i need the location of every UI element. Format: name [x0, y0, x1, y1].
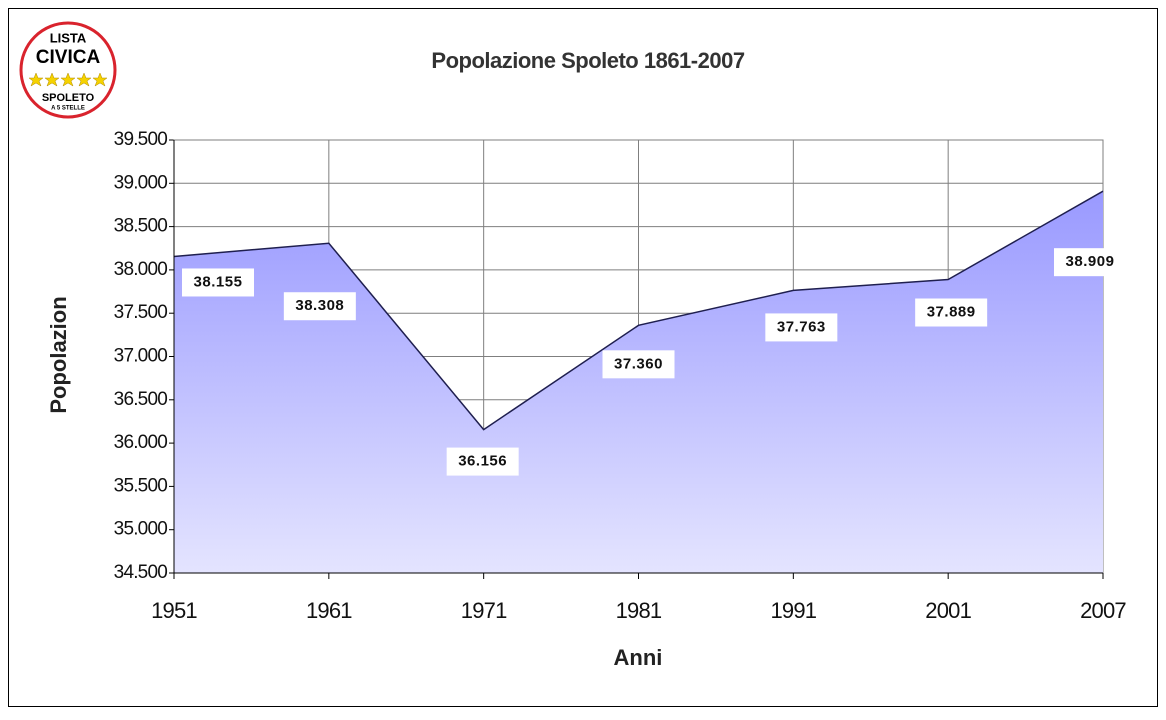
- data-label-box: [446, 447, 519, 476]
- logo-text: A 5 STELLE: [51, 106, 85, 112]
- logo: LISTA CIVICA SPOLETO A 5 STELLE: [19, 21, 117, 119]
- y-tick-label: 34.500: [114, 562, 168, 583]
- x-tick-label: 2001: [925, 598, 971, 623]
- data-label: 37.889: [927, 303, 976, 320]
- logo-text: CIVICA: [36, 47, 101, 68]
- y-tick-label: 39.500: [114, 129, 168, 150]
- x-axis-title: Anni: [614, 645, 663, 670]
- y-tick-label: 37.500: [114, 302, 168, 323]
- x-tick-label: 1951: [151, 598, 197, 623]
- y-tick-label: 36.000: [114, 432, 168, 453]
- data-label-box: [182, 268, 254, 297]
- data-label-box: [765, 313, 838, 342]
- logo-text: LISTA: [50, 30, 87, 45]
- logo-text: SPOLETO: [42, 92, 95, 104]
- data-label-box: [1054, 248, 1126, 277]
- data-label-box: [602, 350, 675, 379]
- y-tick-label: 35.500: [114, 475, 168, 496]
- y-tick-label: 38.000: [114, 259, 168, 280]
- data-label: 38.308: [295, 297, 344, 314]
- y-tick-label: 37.000: [114, 346, 168, 367]
- data-label: 37.763: [777, 318, 826, 335]
- data-label: 37.360: [614, 355, 663, 372]
- logo-stars: [28, 72, 108, 87]
- data-label: 38.155: [194, 273, 243, 290]
- data-label-box: [283, 292, 356, 321]
- x-tick-label: 1981: [616, 598, 662, 623]
- y-tick-label: 35.000: [114, 519, 168, 540]
- y-tick-label: 38.500: [114, 216, 168, 237]
- data-label: 36.156: [458, 453, 507, 470]
- x-tick-label: 2007: [1080, 598, 1126, 623]
- line: [173, 190, 1104, 431]
- data-label: 38.909: [1066, 253, 1115, 270]
- y-axis-title: Popolazion: [46, 296, 71, 413]
- x-tick-label: 1961: [306, 598, 352, 623]
- logo-ring: [19, 21, 117, 119]
- x-tick-label: 1991: [770, 598, 816, 623]
- data-label-box: [915, 298, 988, 327]
- x-tick-label: 1971: [461, 598, 507, 623]
- y-tick-label: 36.500: [114, 389, 168, 410]
- y-tick-label: 39.000: [114, 172, 168, 193]
- chart-title: Popolazione Spoleto 1861-2007: [431, 48, 744, 73]
- area: [174, 191, 1103, 573]
